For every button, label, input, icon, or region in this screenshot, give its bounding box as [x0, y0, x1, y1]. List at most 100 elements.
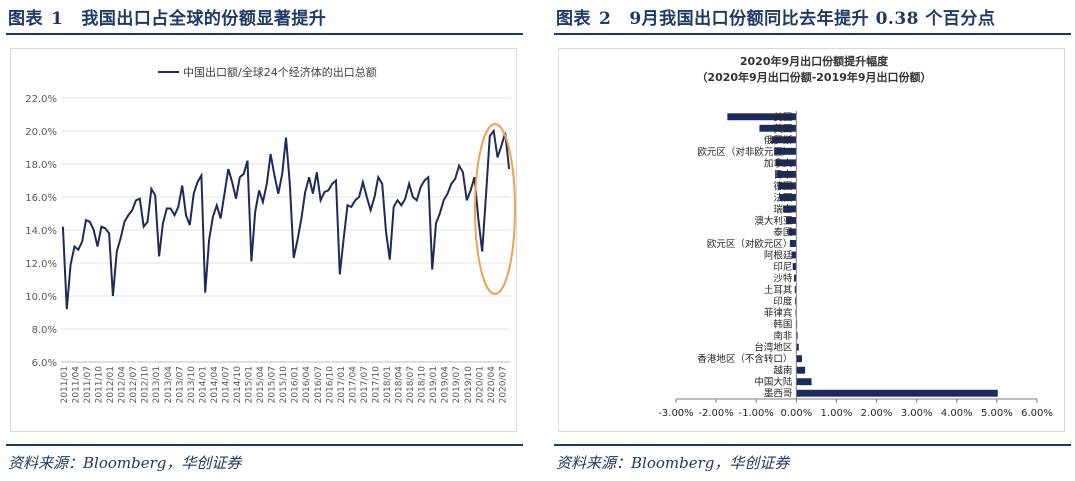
x-tick-label: 2017/04	[348, 366, 358, 404]
category-label: 香港地区（不含转口）	[697, 353, 792, 365]
x-tick-label: 2013/01	[152, 366, 162, 403]
figure-2-panel: 图表 2 9月我国出口份额同比去年提升 0.38 个百分点 2020年9月出口份额提…	[548, 0, 1075, 481]
y-tick-label: 22.0%	[25, 94, 57, 105]
bar	[796, 378, 812, 386]
category-label: 韩国	[773, 319, 792, 331]
bar	[771, 136, 797, 144]
category-label: 欧元区（对非欧元区）	[697, 146, 792, 158]
x-tick-label: 2015/04	[256, 366, 266, 404]
x-tick-label: 2013/07	[175, 366, 185, 403]
x-tick-label: 2016/07	[314, 366, 324, 403]
y-gridlines	[61, 97, 511, 330]
bar	[779, 193, 797, 201]
x-tick-label: 2013/10	[187, 366, 197, 404]
bar	[794, 286, 797, 294]
bar-chart-frame: 2020年9月出口份额提升幅度 （2020年9月出口份额-2019年9月出口份额…	[558, 48, 1065, 432]
x-tick-label: -3.00%	[658, 408, 693, 419]
x-tick-label: 5.00%	[981, 408, 1013, 419]
category-label: 日本	[773, 169, 793, 181]
x-tick-label: 2015/07	[268, 366, 278, 403]
bar	[775, 159, 797, 167]
x-tick-label: 2018/04	[395, 366, 405, 404]
x-tick-label: 2017/10	[371, 366, 381, 404]
y-tick-label: 12.0%	[25, 259, 57, 270]
x-tick-label: -2.00%	[698, 408, 733, 419]
x-tick-label: 2014/10	[233, 366, 243, 404]
bar-chart-title: 2020年9月出口份额提升幅度	[740, 54, 889, 68]
x-tick-label: 4.00%	[941, 408, 973, 419]
bar-chart-subtitle: （2020年9月出口份额-2019年9月出口份额）	[696, 70, 931, 84]
x-tick-label: 2018/10	[418, 366, 428, 404]
x-tick-label: 2019/07	[452, 366, 462, 403]
legend-label: 中国出口额/全球24个经济体的出口总额	[183, 65, 377, 79]
x-tick-label: 2018/07	[406, 366, 416, 403]
category-label: 台湾地区	[754, 342, 793, 354]
x-tick-label: 2014/04	[210, 366, 220, 404]
x-tick-label: 0.00%	[780, 408, 812, 419]
category-label: 澳大利亚	[754, 215, 793, 227]
bar-group	[727, 113, 998, 397]
x-tick-label: 2019/04	[441, 366, 451, 404]
y-tick-label: 18.0%	[25, 160, 57, 171]
x-tick-label: 1.00%	[821, 408, 853, 419]
x-tick-label: 2016/10	[325, 366, 335, 404]
category-label: 阿根廷	[764, 250, 793, 262]
y-axis-ticks: 6.0% 8.0% 10.0% 12.0% 14.0% 16.0% 18.0% 20.0% 22…	[25, 94, 57, 369]
y-tick-label: 8.0%	[32, 325, 57, 336]
x-tick-label: 2017/01	[337, 366, 347, 403]
bar	[776, 170, 797, 178]
x-tick-label: 2012/04	[118, 366, 128, 404]
bar-chart: 2020年9月出口份额提升幅度 （2020年9月出口份额-2019年9月出口份额…	[658, 54, 1053, 419]
x-tick-label: 6.00%	[1021, 408, 1053, 419]
figure-1-top-rule	[6, 33, 523, 35]
category-label: 欧元区（对欧元区）	[707, 238, 793, 250]
figure-1-source: 资料来源：Bloomberg，华创证券	[8, 454, 242, 472]
bar	[792, 263, 797, 270]
category-label: 菲律宾	[764, 307, 793, 319]
figure-2-label: 图表	[556, 9, 591, 29]
bar	[786, 216, 797, 224]
figure-2-number: 2	[599, 9, 612, 29]
x-tick-label: -1.00%	[739, 408, 774, 419]
y-tick-label: 14.0%	[25, 226, 57, 237]
bar	[774, 147, 797, 155]
figure-1-number: 1	[51, 9, 64, 29]
y-tick-label: 16.0%	[25, 193, 57, 204]
bar	[778, 182, 797, 190]
bar	[796, 366, 806, 374]
bar	[791, 251, 797, 259]
x-tick-label: 2011/01	[60, 366, 70, 403]
x-tick-label: 2015/10	[279, 366, 289, 404]
figure-1-title-text: 我国出口占全球的份额显著提升	[81, 9, 327, 29]
category-label: 美国	[773, 111, 792, 123]
x-tick-label: 2011/10	[95, 366, 105, 404]
line-chart: 6.0% 8.0% 10.0% 12.0% 14.0% 16.0% 18.0% 20.0% 22…	[25, 65, 516, 404]
bar	[796, 343, 799, 351]
figure-2-top-rule	[554, 33, 1071, 35]
category-label: 英国	[773, 123, 792, 135]
x-tick-label: 2020/04	[487, 366, 497, 404]
figure-2-source: 资料来源：Bloomberg，华创证券	[556, 454, 790, 472]
bar	[789, 240, 797, 247]
line-chart-frame: 6.0% 8.0% 10.0% 12.0% 14.0% 16.0% 18.0% 20.0% 22…	[10, 48, 517, 432]
x-tick-label: 2011/07	[83, 366, 93, 403]
bar	[788, 228, 797, 236]
category-label: 俄罗斯	[764, 134, 793, 146]
x-tick-label: 2018/01	[383, 366, 393, 403]
category-label: 土耳其	[764, 284, 793, 296]
category-label: 沙特	[773, 273, 793, 285]
x-tick-label: 2020/01	[475, 366, 485, 403]
bar	[796, 389, 998, 397]
category-label: 印尼	[773, 261, 792, 273]
x-tick-label: 2020/07	[498, 366, 508, 403]
bar	[783, 205, 797, 213]
x-axis-ticks: 2011/01 2011/04 2011/07 2011/10 2012/01 2012/…	[60, 366, 508, 404]
category-label: 德国	[773, 180, 792, 192]
x-axis-ticks: -3.00% -2.00% -1.00% 0.00% 1.00% 2.00% 3.00% 4.…	[658, 399, 1053, 419]
figure-1-label: 图表	[8, 9, 43, 29]
figure-1-title: 图表 1 我国出口占全球的份额显著提升	[8, 4, 523, 30]
x-tick-label: 2012/01	[106, 366, 116, 403]
x-tick-label: 2013/04	[164, 366, 174, 404]
y-tick-label: 20.0%	[25, 127, 57, 138]
category-label: 泰国	[773, 226, 792, 238]
